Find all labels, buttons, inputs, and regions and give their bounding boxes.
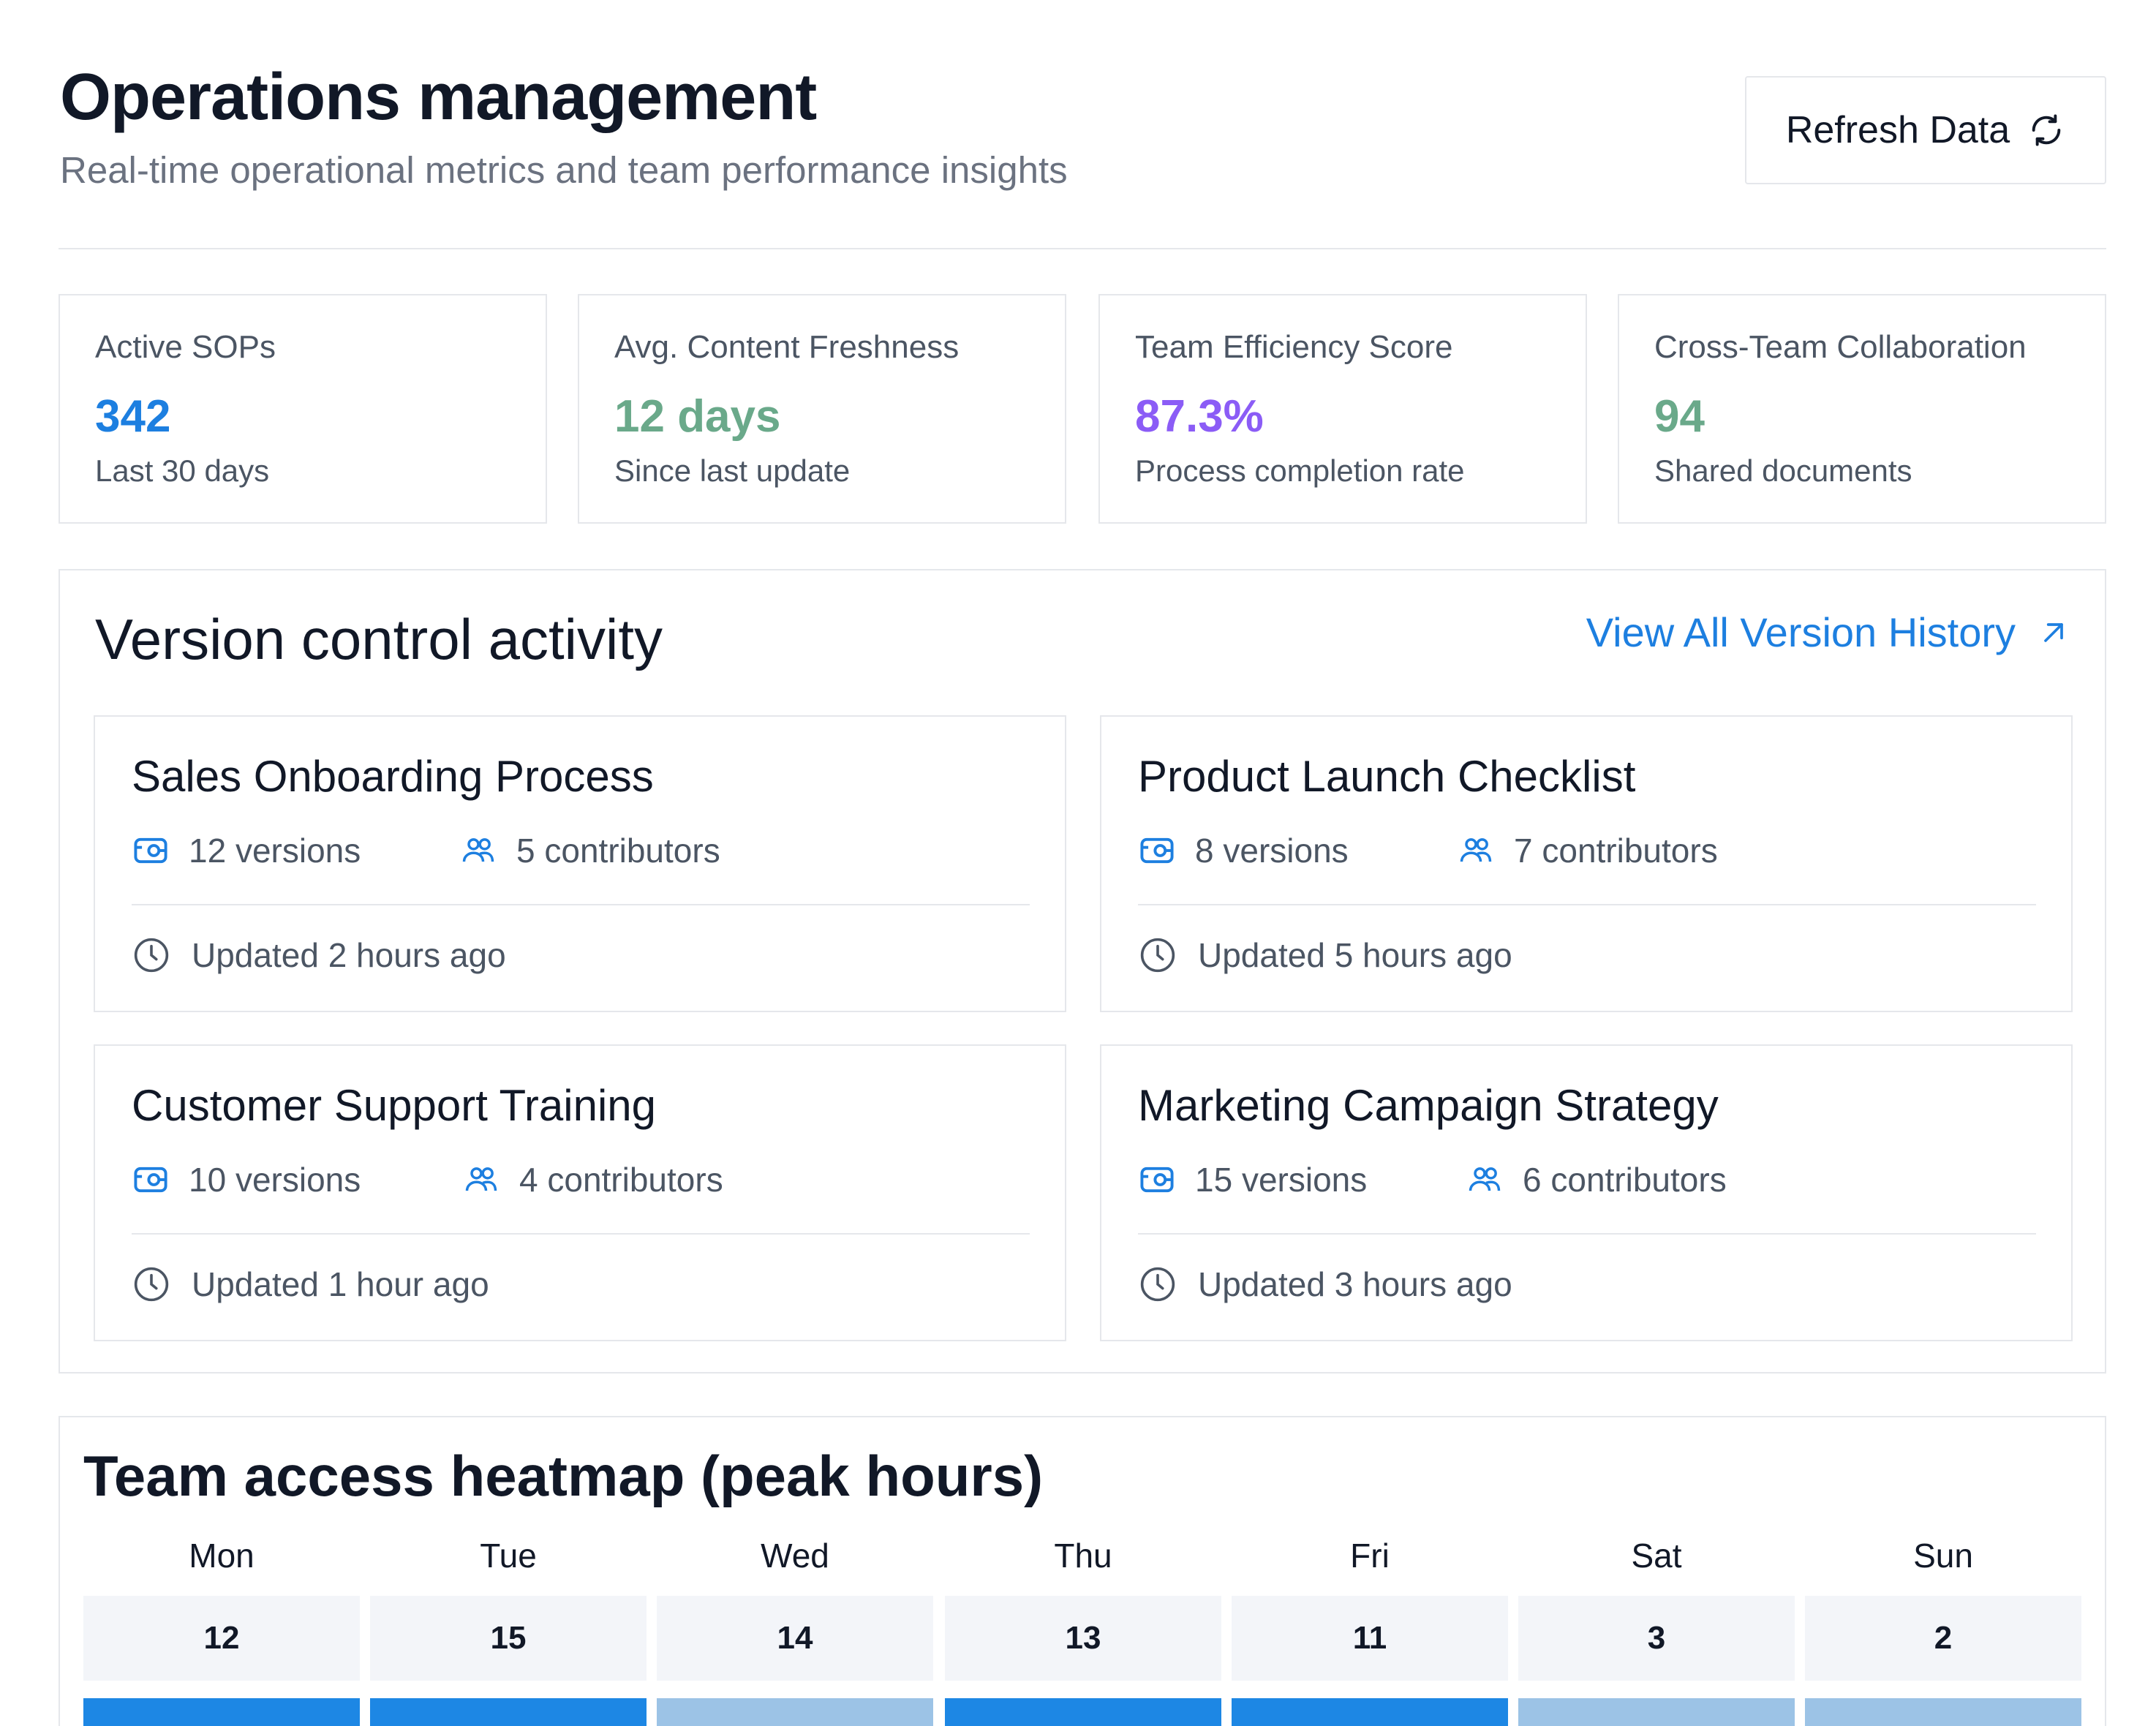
contributor-count: 7 contributors — [1514, 832, 1718, 870]
page-subtitle: Real-time operational metrics and team p… — [60, 149, 1068, 191]
stat-label: Cross-Team Collaboration — [1654, 329, 2027, 365]
heatmap-cell[interactable] — [370, 1698, 647, 1726]
heatmap-day-tue: Tue — [480, 1537, 537, 1575]
document-meta: 10 versions 4 contributors — [132, 1156, 723, 1204]
heatmap-cell[interactable] — [1232, 1698, 1508, 1726]
updated-time: Updated 5 hours ago — [1198, 936, 1512, 974]
contributor-count: 6 contributors — [1523, 1161, 1727, 1199]
heatmap-cell[interactable] — [1518, 1698, 1795, 1726]
versions-icon — [1138, 1161, 1176, 1199]
heatmap-day-sat: Sat — [1631, 1537, 1682, 1575]
document-updated: Updated 5 hours ago — [1138, 933, 1512, 977]
contributors-icon — [462, 1161, 500, 1199]
stat-value: 342 — [95, 391, 171, 442]
clock-icon — [132, 1265, 171, 1304]
version-count: 12 versions — [189, 832, 361, 870]
updated-time: Updated 3 hours ago — [1198, 1265, 1512, 1303]
clock-icon — [1138, 1265, 1177, 1304]
document-meta: 15 versions 6 contributors — [1138, 1156, 1727, 1204]
refresh-button-label: Refresh Data — [1785, 109, 2010, 151]
stat-value: 87.3% — [1135, 391, 1264, 442]
heatmap-cell[interactable]: 15 — [370, 1596, 647, 1681]
version-control-title: Version control activity — [95, 607, 663, 671]
heatmap-cell[interactable] — [1805, 1698, 2081, 1726]
heatmap-cell[interactable]: 13 — [945, 1596, 1221, 1681]
stat-value: 94 — [1654, 391, 1705, 442]
heatmap-day-sun: Sun — [1913, 1537, 1973, 1575]
document-name: Customer Support Training — [132, 1081, 657, 1130]
refresh-icon — [2027, 111, 2065, 149]
stat-caption: Shared documents — [1654, 453, 1912, 488]
version-count: 8 versions — [1195, 832, 1349, 870]
stat-card-cross-team-collaboration: Cross-Team Collaboration 94 Shared docum… — [1618, 294, 2106, 524]
stat-label: Active SOPs — [95, 329, 276, 365]
document-name: Marketing Campaign Strategy — [1138, 1081, 1719, 1130]
document-meta: 8 versions 7 contributors — [1138, 826, 1718, 875]
view-all-version-history-link[interactable]: View All Version History — [1586, 608, 2070, 656]
page-title: Operations management — [60, 61, 817, 134]
document-updated: Updated 1 hour ago — [132, 1262, 489, 1306]
document-updated: Updated 3 hours ago — [1138, 1262, 1512, 1306]
document-meta: 12 versions 5 contributors — [132, 826, 720, 875]
versions-icon — [132, 1161, 170, 1199]
stat-card-active-sops: Active SOPs 342 Last 30 days — [59, 294, 547, 524]
heatmap-cell[interactable]: 11 — [1232, 1596, 1508, 1681]
refresh-data-button[interactable]: Refresh Data — [1745, 76, 2106, 184]
stat-label: Avg. Content Freshness — [614, 329, 960, 365]
stat-caption: Since last update — [614, 453, 851, 488]
version-control-panel: Version control activity View All Versio… — [59, 569, 2106, 1373]
clock-icon — [132, 935, 171, 975]
card-divider — [1138, 1233, 2036, 1235]
heatmap-cell[interactable] — [83, 1698, 360, 1726]
document-name: Sales Onboarding Process — [132, 752, 654, 801]
view-all-link-label: View All Version History — [1586, 609, 2016, 655]
contributors-icon — [1457, 832, 1495, 870]
heatmap-day-thu: Thu — [1054, 1537, 1112, 1575]
heatmap-cell[interactable] — [945, 1698, 1221, 1726]
card-divider — [1138, 904, 2036, 905]
access-heatmap-panel: Team access heatmap (peak hours) Mon Tue… — [59, 1416, 2106, 1726]
stat-card-team-efficiency: Team Efficiency Score 87.3% Process comp… — [1098, 294, 1587, 524]
stat-card-content-freshness: Avg. Content Freshness 12 days Since las… — [578, 294, 1066, 524]
contributors-icon — [459, 832, 497, 870]
arrow-up-right-icon — [2038, 617, 2070, 649]
document-updated: Updated 2 hours ago — [132, 933, 506, 977]
heatmap-day-wed: Wed — [761, 1537, 829, 1575]
versions-icon — [132, 832, 170, 870]
contributors-icon — [1466, 1161, 1504, 1199]
stat-label: Team Efficiency Score — [1135, 329, 1453, 365]
heatmap-cell[interactable]: 14 — [657, 1596, 933, 1681]
heatmap-cell[interactable]: 12 — [83, 1596, 360, 1681]
heatmap-day-mon: Mon — [189, 1537, 255, 1575]
document-card[interactable]: Marketing Campaign Strategy 15 versions … — [1100, 1044, 2073, 1341]
document-card[interactable]: Sales Onboarding Process 12 versions 5 c… — [94, 715, 1066, 1012]
contributor-count: 5 contributors — [516, 832, 720, 870]
contributor-count: 4 contributors — [519, 1161, 723, 1199]
heatmap-cell[interactable] — [657, 1698, 933, 1726]
heatmap-cell[interactable]: 2 — [1805, 1596, 2081, 1681]
version-count: 15 versions — [1195, 1161, 1368, 1199]
card-divider — [132, 904, 1030, 905]
card-divider — [132, 1233, 1030, 1235]
versions-icon — [1138, 832, 1176, 870]
updated-time: Updated 2 hours ago — [192, 936, 506, 974]
document-name: Product Launch Checklist — [1138, 752, 1636, 801]
heatmap-cell[interactable]: 3 — [1518, 1596, 1795, 1681]
stat-caption: Process completion rate — [1135, 453, 1465, 488]
document-card[interactable]: Customer Support Training 10 versions 4 … — [94, 1044, 1066, 1341]
clock-icon — [1138, 935, 1177, 975]
document-card[interactable]: Product Launch Checklist 8 versions 7 co… — [1100, 715, 2073, 1012]
heatmap-title: Team access heatmap (peak hours) — [83, 1444, 1044, 1508]
heatmap-day-fri: Fri — [1350, 1537, 1390, 1575]
stat-value: 12 days — [614, 391, 781, 442]
header-divider — [59, 248, 2106, 249]
updated-time: Updated 1 hour ago — [192, 1265, 489, 1303]
stat-caption: Last 30 days — [95, 453, 270, 488]
version-count: 10 versions — [189, 1161, 361, 1199]
